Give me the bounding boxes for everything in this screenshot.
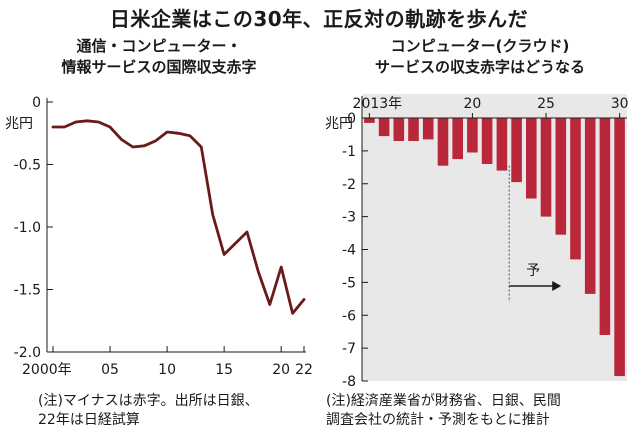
right-bar (437, 118, 449, 166)
right-bar (364, 118, 375, 123)
forecast-arrow-head (552, 281, 562, 291)
right-y-tick-label: -2 (342, 177, 356, 193)
left-y-tick-label: -0.5 (14, 158, 41, 174)
right-bar (422, 118, 434, 140)
right-note-line-1: (注)経済産業省が財務省、日銀、民間 (326, 393, 561, 409)
right-bar (452, 118, 463, 160)
right-note-line-2: 調査会社の統計・予測をもとに推計 (326, 412, 550, 428)
right-bar (526, 118, 537, 199)
left-y-tick-label: 0 (32, 95, 41, 111)
right-bar (378, 118, 390, 137)
left-note-line-2: 22年は日経試算 (38, 412, 140, 428)
left-y-tick-label: -2.0 (14, 345, 41, 361)
right-bar (584, 118, 596, 294)
left-y-tick-label: -1.5 (14, 283, 41, 299)
forecast-label: 予 (526, 263, 540, 279)
left-x-tick-label: 2000年 (22, 362, 72, 378)
right-bar (393, 118, 405, 141)
right-x-tick-label: 20 (464, 96, 482, 112)
right-bar (555, 118, 567, 235)
left-note-line-1: (注)マイナスは赤字。出所は日銀、 (38, 393, 259, 409)
right-bar (540, 118, 552, 217)
right-y-unit: 兆円 (325, 116, 353, 132)
right-bar (570, 118, 581, 260)
left-y-unit: 兆円 (5, 116, 33, 132)
right-bar (496, 118, 508, 171)
right-y-tick-label: -3 (342, 210, 356, 226)
right-y-tick-label: -6 (342, 308, 356, 324)
left-chart-title-line-2: 情報サービスの国際収支赤字 (61, 58, 257, 76)
right-y-tick-label: -8 (342, 374, 356, 390)
right-bar (481, 118, 493, 164)
right-y-tick-label: -4 (342, 243, 356, 259)
right-chart-title: コンピューター(クラウド) サービスの収支赤字はどうなる (322, 36, 638, 78)
left-chart-title-line-1: 通信・コンピューター・ (76, 37, 242, 55)
left-chart-title: 通信・コンピューター・ 情報サービスの国際収支赤字 (0, 36, 318, 78)
right-chart-note: (注)経済産業省が財務省、日銀、民間 調査会社の統計・予測をもとに推計 (326, 392, 561, 430)
right-y-tick-label: -1 (342, 144, 356, 160)
left-x-tick-label: 15 (215, 362, 233, 378)
right-y-tick-label: -7 (342, 341, 356, 357)
left-x-tick-label: 10 (158, 362, 176, 378)
left-series-line (51, 119, 306, 315)
left-x-tick-label: 20 (272, 362, 290, 378)
right-x-tick-label: 2013年 (353, 96, 403, 112)
right-x-tick-label: 25 (537, 96, 555, 112)
page-title: 日米企業はこの30年、正反対の軌跡を歩んだ (109, 7, 529, 31)
right-bar (511, 118, 522, 183)
right-chart-title-line-1: コンピューター(クラウド) (390, 37, 570, 55)
right-plot-background (362, 94, 627, 381)
right-bar (408, 118, 419, 141)
right-bar (614, 118, 625, 377)
left-y-tick-label: -1.0 (14, 220, 41, 236)
right-chart-title-line-2: サービスの収支赤字はどうなる (374, 58, 585, 76)
left-chart-note: (注)マイナスは赤字。出所は日銀、 22年は日経試算 (38, 392, 259, 430)
right-y-tick-label: -5 (342, 275, 356, 291)
left-x-tick-label: 05 (101, 362, 119, 378)
right-y-tick-label: 0 (347, 111, 356, 127)
left-x-tick-label: 22 (295, 362, 313, 378)
right-bar (599, 118, 611, 335)
right-x-tick-label: 30 (611, 96, 629, 112)
right-bar (467, 118, 478, 153)
